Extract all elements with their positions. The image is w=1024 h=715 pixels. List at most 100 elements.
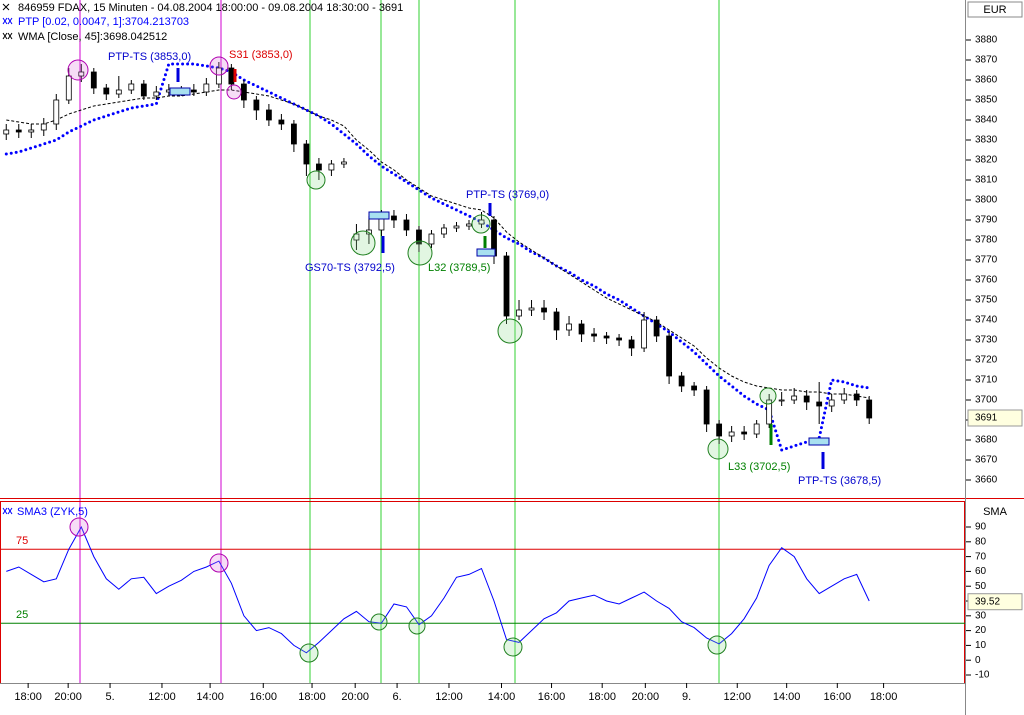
signal-markers [176, 68, 825, 469]
level-label: 75 [16, 535, 28, 547]
annotation: L32 (3789,5) [428, 262, 490, 274]
x-tick-label: 12:00 [723, 691, 751, 703]
signal-circle [350, 230, 376, 256]
last-value-box [967, 593, 1023, 611]
y-tick-label: 3790 [975, 215, 998, 226]
y-tick-label: 60 [975, 566, 987, 577]
y-tick-label: 3870 [975, 55, 998, 66]
y-tick-label: 3750 [975, 295, 998, 306]
x-tick-label: 16:00 [824, 691, 852, 703]
candle-body [753, 423, 760, 435]
signal-circle [497, 318, 523, 344]
candle-body [228, 67, 235, 85]
x-tick-label: 12:00 [435, 691, 463, 703]
candle-body [153, 91, 160, 97]
candle-body [516, 309, 522, 317]
last-value-label: 3691 [975, 413, 998, 424]
series-line [6, 525, 870, 654]
candle-body [778, 399, 785, 402]
chart-title: 846959 FDAX, 15 Minuten - 04.08.2004 18:… [18, 2, 403, 14]
last-value-box [967, 409, 1023, 427]
signal-circle [69, 517, 89, 537]
candle-body [403, 219, 410, 231]
legend-entry: PTP [0.02, 0.0047, 1]:3704.213703 [18, 16, 189, 28]
last-value-label: 39.52 [975, 596, 1000, 607]
candle-body [628, 339, 635, 349]
candle-body [691, 385, 698, 391]
y-tick-label: 3850 [975, 95, 998, 106]
candle-body [741, 431, 748, 435]
x-tick-label: 16:00 [538, 691, 566, 703]
candle-body [240, 83, 247, 101]
y-tick-label: 3670 [975, 455, 998, 466]
candle-body [128, 83, 135, 91]
signal-circle [209, 553, 229, 573]
series-line [6, 89, 870, 399]
x-tick-label: 12:00 [148, 691, 176, 703]
y-tick-label: 3760 [975, 275, 998, 286]
header: 846959 FDAX, 15 Minuten - 04.08.2004 18:… [2, 2, 403, 518]
candle-body [591, 333, 597, 337]
candle-body [53, 99, 60, 125]
x-tick-label: 5. [105, 691, 114, 703]
plot-layer [1, 62, 965, 654]
y-tick-label: 10 [975, 640, 987, 651]
candle-body [541, 307, 547, 313]
candle-body [328, 163, 335, 171]
x-tick-label: 16:00 [249, 691, 277, 703]
candle-body [65, 75, 72, 101]
candle-body [703, 389, 710, 425]
y-tick-label: 3830 [975, 135, 998, 146]
signal-circle [759, 387, 777, 405]
candle-body [616, 337, 622, 341]
annotation: PTP-TS (3853,0) [108, 51, 191, 63]
candle-body [566, 323, 572, 331]
annotation: S31 (3853,0) [229, 49, 293, 61]
candle-body [366, 229, 372, 235]
x-tick-label: 6. [392, 691, 401, 703]
x-tick-label: 20:00 [632, 691, 660, 703]
candle-body [866, 399, 873, 419]
signal-circle [707, 438, 729, 460]
y-tick-label: 3680 [975, 435, 998, 446]
candle-body [278, 119, 285, 125]
y-tick-label: 50 [975, 581, 987, 592]
y-tick-label: 3700 [975, 395, 998, 406]
y-tick-label: -10 [975, 670, 990, 681]
candle-body [791, 395, 798, 401]
y-tick-label: 3860 [975, 75, 998, 86]
candle-body [766, 399, 773, 425]
y-tick-label: 20 [975, 625, 987, 636]
candle-body [40, 123, 47, 131]
icon [2, 507, 13, 515]
candle-body [78, 71, 85, 77]
legend-entry: SMA3 (ZYK,5) [17, 506, 88, 518]
annotation: PTP-TS (3769,0) [466, 189, 549, 201]
candle-body [291, 123, 297, 145]
icon [2, 17, 13, 25]
y-tick-label: 30 [975, 610, 987, 621]
candle-body [428, 233, 435, 245]
signal-circle [707, 635, 727, 655]
y-tick-label: 3710 [975, 375, 998, 386]
y-tick-label: 3880 [975, 35, 998, 46]
candle-body [853, 393, 860, 401]
candle-body [828, 399, 835, 407]
x-tick-label: 14:00 [773, 691, 801, 703]
candle-body [303, 143, 310, 165]
icon [2, 3, 10, 11]
legend-entry: WMA [Close, 45]:3698.042512 [18, 31, 167, 43]
candle-body [140, 83, 147, 97]
signal-circle [471, 214, 491, 234]
candle-body [15, 129, 22, 133]
x-tick-label: 9. [682, 691, 691, 703]
signal-box [368, 211, 390, 220]
annotation: PTP-TS (3678,5) [798, 475, 881, 487]
candle-body [3, 129, 10, 135]
candle-body [666, 335, 672, 377]
y-tick-label: 3810 [975, 175, 998, 186]
candle-body [416, 229, 422, 245]
x-tick-label: 18:00 [14, 691, 42, 703]
